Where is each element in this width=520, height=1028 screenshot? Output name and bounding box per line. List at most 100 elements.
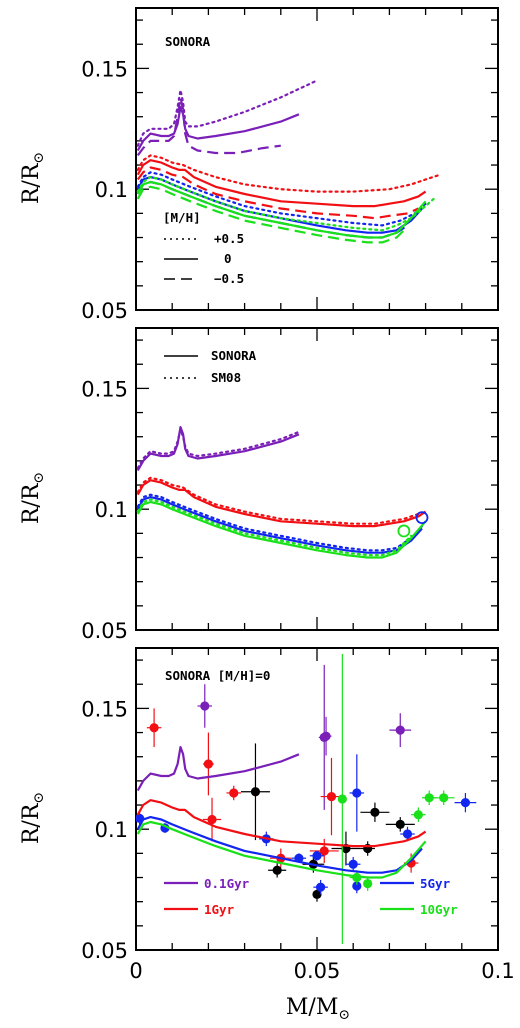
data-point-black: [240, 743, 270, 841]
point-marker: [370, 807, 380, 817]
data-point-blue: [400, 826, 415, 842]
data-point-purple: [320, 716, 332, 756]
legend-label: SM08: [211, 370, 241, 385]
point-marker: [316, 882, 326, 892]
data-point-black: [331, 831, 361, 866]
y-tick-label: 0.05: [81, 939, 128, 963]
plot-frame: [135, 7, 499, 311]
point-marker: [200, 701, 210, 711]
point-marker: [149, 723, 159, 733]
data-point-black: [268, 863, 287, 878]
panel-annotation: SONORA [M/H]=0: [165, 668, 270, 683]
data-point-blue: [345, 856, 361, 872]
legend-label: +0.5: [214, 231, 244, 246]
y-tick-label: 0.15: [81, 697, 128, 721]
plot-area: [136, 426, 429, 559]
y-tick-label: 0.05: [81, 299, 128, 323]
data-point-purple: [389, 713, 412, 748]
point-marker: [203, 759, 213, 769]
point-marker: [321, 731, 331, 741]
point-marker: [326, 791, 337, 802]
curve-blue-dotted: [136, 171, 427, 227]
open-marker-green: [397, 524, 411, 538]
point-marker: [250, 787, 261, 797]
y-tick-label: 0.15: [81, 57, 128, 81]
point-marker: [395, 725, 405, 735]
point-marker: [319, 846, 329, 856]
curve-red-dotted: [136, 476, 420, 525]
point-marker: [312, 851, 322, 861]
point-marker: [402, 829, 413, 839]
point-marker: [272, 865, 282, 875]
panel-top: 0.05 0.1 0.15 SONORA [M/H] +0.5 0 −0.5: [81, 7, 499, 323]
y-axis-title-top: R/R⊙: [19, 152, 47, 204]
data-point-green: [432, 790, 455, 806]
point-marker: [352, 788, 362, 798]
data-point-green: [411, 807, 426, 822]
point-marker: [460, 798, 471, 808]
x-tick-label: 0: [129, 959, 142, 983]
data-point-green: [363, 876, 373, 891]
point-marker: [207, 814, 217, 825]
y-tick-label: 0.1: [95, 818, 128, 842]
legend-label-red: 1Gyr: [204, 902, 235, 917]
panel-annotation: SONORA: [165, 34, 211, 49]
curve-green-dashed: [136, 185, 405, 244]
legend-label-blue: 5Gyr: [420, 876, 451, 891]
point-marker: [312, 889, 322, 900]
legend-title: [M/H]: [163, 210, 201, 225]
plot-area: [136, 654, 477, 944]
data-point-red: [202, 732, 214, 796]
point-marker: [337, 794, 347, 804]
x-tick-label: 0.05: [294, 959, 341, 983]
y-axis-titles: R/R⊙ R/R⊙ R/R⊙: [19, 152, 47, 844]
curve-red-solid: [136, 159, 427, 208]
y-axis-title-bottom: R/R⊙: [19, 792, 47, 844]
point-marker: [348, 859, 358, 869]
curve-blue-solid: [136, 496, 423, 554]
data-point-red: [309, 838, 339, 864]
y-tick-label: 0.05: [81, 619, 128, 643]
data-point-red: [226, 785, 241, 801]
curve-purple-solid: [136, 746, 300, 792]
legend-label: 0: [224, 251, 232, 266]
data-point-green: [337, 654, 347, 944]
data-point-red: [202, 797, 222, 842]
curve-green-solid: [136, 180, 427, 239]
point-marker: [424, 793, 434, 803]
point-marker: [395, 819, 405, 829]
plot-area: [136, 79, 442, 244]
legend-label-green: 10Gyr: [420, 902, 458, 917]
data-point-black: [360, 841, 375, 856]
plot-frame: [135, 327, 499, 631]
data-point-blue: [349, 754, 365, 832]
y-tick-label: 0.1: [95, 498, 128, 522]
curve-purple-dotted: [136, 79, 319, 147]
legend-label: SONORA: [211, 348, 257, 363]
y-axis-title-middle: R/R⊙: [19, 472, 47, 524]
curve-purple-solid: [136, 426, 300, 472]
point-marker: [413, 810, 423, 820]
point-marker: [439, 793, 449, 803]
curve-red-solid: [136, 799, 427, 848]
data-point-black: [312, 887, 322, 902]
data-point-black: [360, 802, 390, 822]
y-tick-label: 0.1: [95, 178, 128, 202]
panel-middle: 0.05 0.1 0.15 SONORA SM08: [81, 327, 499, 643]
curve-purple-dashed: [136, 96, 281, 157]
data-point-green: [421, 790, 437, 806]
legend-label-purple: 0.1Gyr: [204, 876, 250, 891]
legend-label: −0.5: [214, 271, 244, 286]
curve-red-solid: [136, 479, 427, 528]
x-axis-title: M/M⊙: [286, 995, 350, 1023]
x-tick-label: 0.1: [481, 959, 514, 983]
data-point-blue: [454, 792, 477, 813]
curve-red-dashed: [136, 166, 419, 220]
curve-blue-solid: [136, 816, 423, 874]
curve-green-solid: [136, 500, 427, 559]
curve-green-dotted: [136, 498, 413, 557]
curve-green-dotted: [136, 176, 438, 232]
point-marker: [363, 878, 373, 889]
data-point-red: [146, 708, 162, 748]
